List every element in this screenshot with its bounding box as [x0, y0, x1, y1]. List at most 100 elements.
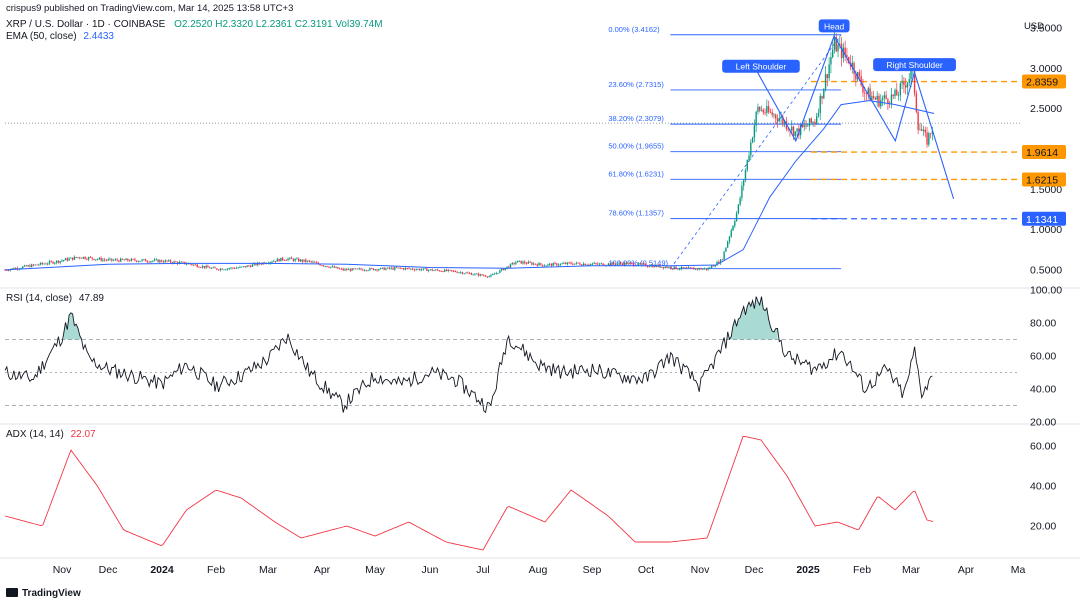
price-candle — [292, 258, 295, 261]
price-candle — [237, 267, 239, 269]
price-candle — [584, 263, 586, 265]
price-candle — [896, 89, 898, 96]
price-candle — [178, 261, 181, 264]
price-candle — [55, 260, 58, 263]
price-candle — [59, 260, 61, 263]
rsi-label[interactable]: RSI (14, close) — [6, 293, 73, 304]
price-candle — [769, 111, 772, 113]
price-candle — [370, 268, 373, 269]
price-candle — [591, 263, 594, 265]
price-candle — [579, 263, 581, 265]
price-candle — [422, 268, 424, 270]
price-candle — [662, 266, 665, 269]
rsi-overbought-fill — [727, 296, 778, 340]
price-candle — [98, 257, 101, 260]
price-candle — [29, 265, 31, 268]
ohlc-values: O2.2520 H2.3320 L2.2361 C2.3191 Vol39.74… — [174, 19, 383, 30]
price-candle — [497, 273, 499, 274]
price-candle — [315, 262, 318, 264]
price-candle — [463, 273, 465, 275]
price-candle — [201, 266, 204, 268]
price-candle — [582, 263, 585, 266]
price-candle — [589, 263, 592, 265]
symbol-title[interactable]: XRP / U.S. Dollar · 1D · COINBASE — [6, 19, 166, 30]
price-candle — [66, 258, 68, 261]
price-candle — [773, 114, 775, 116]
price-level-tag[interactable] — [1022, 172, 1066, 187]
price-candle — [572, 263, 574, 265]
price-candle — [616, 263, 619, 265]
price-candle — [623, 262, 626, 265]
price-candle — [493, 273, 496, 275]
price-candle — [598, 263, 601, 265]
price-candle — [322, 265, 325, 267]
price-candle — [714, 265, 716, 267]
pattern-annotation-box[interactable] — [873, 58, 956, 72]
price-candle — [114, 259, 117, 261]
price-level-value: 1.6215 — [1026, 174, 1058, 186]
price-candle — [431, 269, 433, 271]
price-candle — [294, 259, 296, 261]
adx-label[interactable]: ADX (14, 14) — [6, 429, 64, 440]
price-candle — [467, 272, 469, 274]
pattern-annotation-box[interactable] — [818, 19, 850, 33]
price-candle — [173, 261, 175, 264]
price-candle — [105, 259, 108, 261]
price-candle — [281, 257, 284, 260]
price-candle — [536, 264, 538, 266]
pattern-annotation-box[interactable] — [722, 59, 800, 73]
price-candle — [602, 263, 604, 266]
price-candle — [324, 266, 327, 267]
price-candle — [182, 261, 184, 263]
price-candle — [14, 267, 17, 270]
price-candle — [303, 259, 305, 262]
time-axis-tick: Jul — [476, 564, 489, 576]
price-level-tag[interactable] — [1022, 211, 1066, 226]
price-candle — [871, 96, 873, 101]
price-candle — [353, 268, 355, 270]
tradingview-logo-icon — [6, 588, 18, 597]
price-candle — [470, 273, 473, 275]
price-candle — [803, 125, 805, 128]
price-candle — [399, 267, 401, 269]
price-candle — [68, 258, 70, 261]
price-level-tag[interactable] — [1022, 74, 1066, 89]
price-candle — [524, 261, 526, 264]
price-candle — [347, 269, 350, 271]
price-candle — [456, 271, 458, 273]
price-candle — [390, 267, 392, 269]
price-candle — [791, 126, 793, 131]
price-candle — [917, 111, 919, 130]
price-candle — [929, 133, 932, 135]
price-candle — [440, 271, 442, 272]
price-level-tag[interactable] — [1022, 145, 1066, 160]
price-candle — [641, 263, 643, 265]
price-candle — [534, 263, 537, 265]
price-candle — [337, 267, 339, 269]
price-candle — [249, 265, 252, 267]
price-candle — [750, 142, 752, 156]
price-candle — [627, 262, 629, 265]
price-candle — [472, 274, 474, 276]
price-candle — [191, 264, 193, 266]
price-candle — [61, 260, 63, 262]
price-candle — [659, 265, 661, 268]
price-candle — [152, 260, 154, 262]
price-candle — [675, 266, 677, 269]
price-axis-tick: 1.5000 — [1030, 184, 1062, 196]
price-candle — [111, 258, 113, 261]
price-candle — [465, 272, 467, 274]
price-candle — [317, 262, 319, 264]
price-candle — [887, 98, 889, 104]
price-candle — [502, 268, 505, 271]
price-candle — [175, 261, 177, 263]
price-candle — [547, 264, 549, 266]
price-candle — [274, 261, 277, 262]
price-candle — [904, 85, 907, 88]
ema-label[interactable]: EMA (50, close) — [6, 31, 77, 42]
adx-legend: ADX (14, 14) 22.07 — [6, 429, 96, 440]
price-candle — [235, 267, 238, 269]
price-candle — [637, 263, 640, 266]
price-candle — [153, 259, 156, 261]
